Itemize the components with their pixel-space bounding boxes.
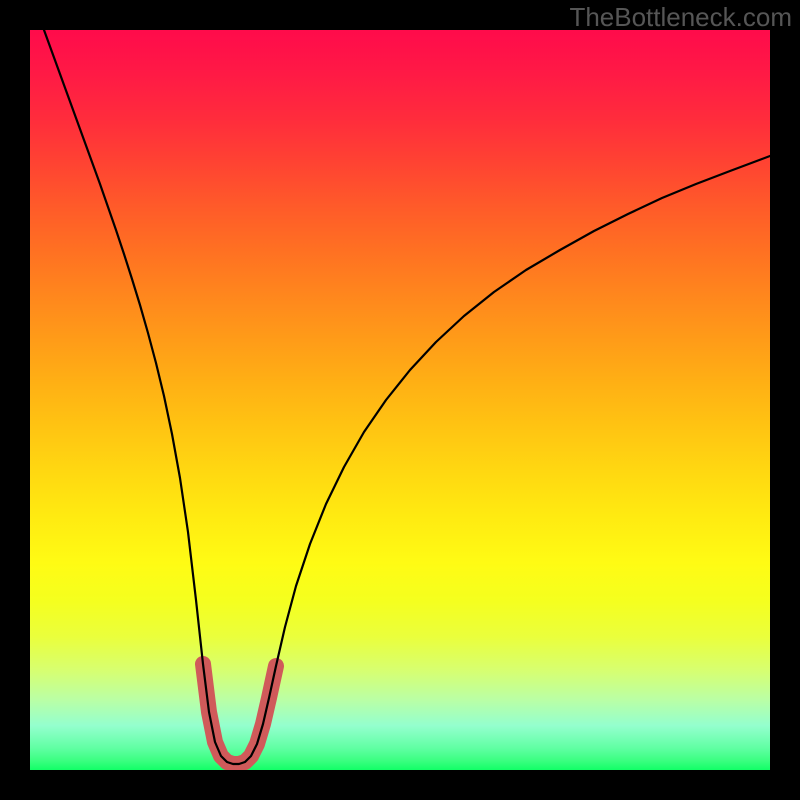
gradient-background <box>30 30 770 770</box>
plot-area <box>30 30 770 770</box>
watermark-text: TheBottleneck.com <box>569 2 792 33</box>
plot-svg <box>30 30 770 770</box>
